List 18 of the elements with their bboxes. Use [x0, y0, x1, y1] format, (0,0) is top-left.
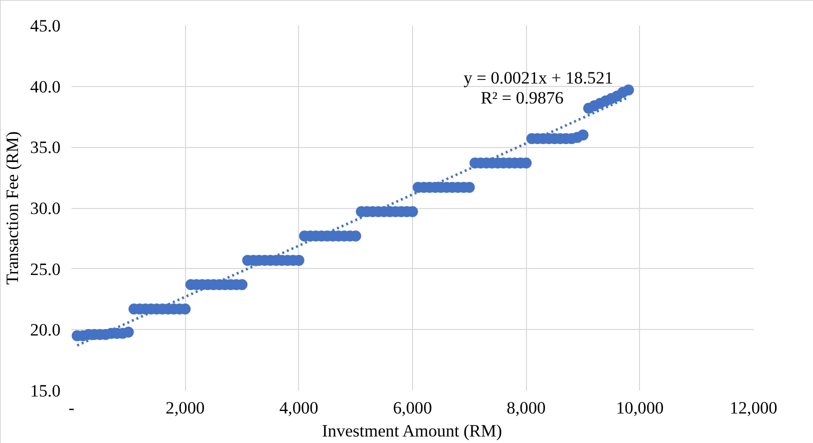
x-tick-label: 12,000: [730, 398, 778, 418]
x-tick-label: 8,000: [506, 398, 546, 418]
x-tick-label: 6,000: [393, 398, 432, 418]
y-tick-label: 25.0: [30, 260, 61, 279]
y-tick-label: 30.0: [30, 199, 61, 218]
annotation: R² = 0.9876: [480, 88, 564, 108]
y-tick-label: 40.0: [30, 77, 61, 96]
x-tick-label: -: [68, 398, 75, 418]
x-tick-label: 10,000: [616, 398, 664, 418]
y-tick-label: 20.0: [30, 320, 61, 340]
x-tick-label: 4,000: [279, 398, 318, 418]
x-tick-label: 2,000: [166, 398, 205, 418]
y-axis-title: Transaction Fee (RM): [3, 131, 22, 285]
y-tick-label: 15.0: [30, 382, 61, 400]
annotation: y = 0.0021x + 18.521: [464, 68, 614, 88]
x-axis-title: Investment Amount (RM): [322, 422, 502, 440]
y-tick-label: 35.0: [30, 138, 61, 158]
y-tick-label: 45.0: [30, 16, 61, 36]
